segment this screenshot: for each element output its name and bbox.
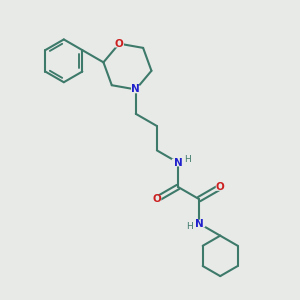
Text: N: N <box>131 85 140 94</box>
FancyBboxPatch shape <box>152 195 161 203</box>
Text: O: O <box>152 194 161 204</box>
FancyBboxPatch shape <box>131 85 140 93</box>
FancyBboxPatch shape <box>193 220 205 227</box>
Text: O: O <box>216 182 225 192</box>
FancyBboxPatch shape <box>216 183 225 191</box>
FancyBboxPatch shape <box>114 40 124 47</box>
Text: N: N <box>174 158 182 168</box>
Text: N: N <box>195 218 203 229</box>
Text: O: O <box>115 39 124 49</box>
FancyBboxPatch shape <box>172 159 184 167</box>
Text: H: H <box>186 222 193 231</box>
Text: H: H <box>184 155 191 164</box>
